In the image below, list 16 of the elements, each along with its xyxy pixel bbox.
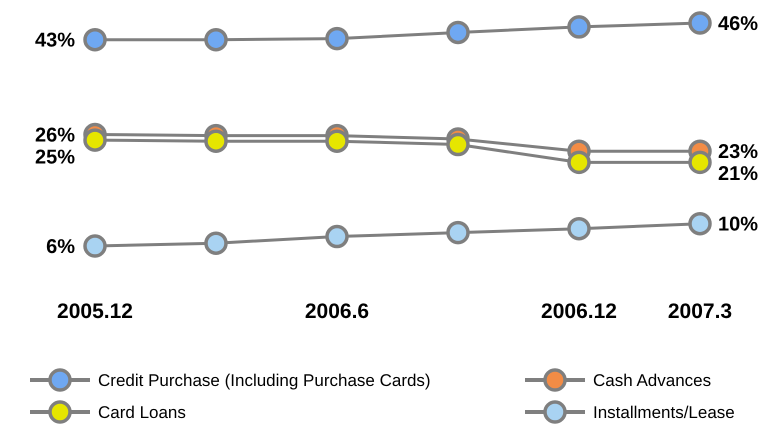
data-label: 43% xyxy=(34,30,76,52)
legend-label: Installments/Lease xyxy=(593,403,735,422)
data-label: 23% xyxy=(718,141,758,164)
x-tick-label: 2005.12 xyxy=(57,300,133,323)
data-label: 21% xyxy=(718,163,758,186)
legend-label: Card Loans xyxy=(98,403,186,422)
data-label: 6% xyxy=(46,236,76,258)
data-label: 10% xyxy=(718,214,758,236)
legend-label: Credit Purchase (Including Purchase Cards) xyxy=(98,371,431,390)
data-label: 25% xyxy=(34,146,76,168)
x-tick-label: 2006.12 xyxy=(541,300,617,323)
legend-label: Cash Advances xyxy=(593,371,712,390)
data-label: 46% xyxy=(718,13,758,35)
x-tick-label: 2007.3 xyxy=(668,300,732,323)
x-tick-label: 2006.6 xyxy=(304,300,370,323)
data-label: 26% xyxy=(34,124,76,146)
